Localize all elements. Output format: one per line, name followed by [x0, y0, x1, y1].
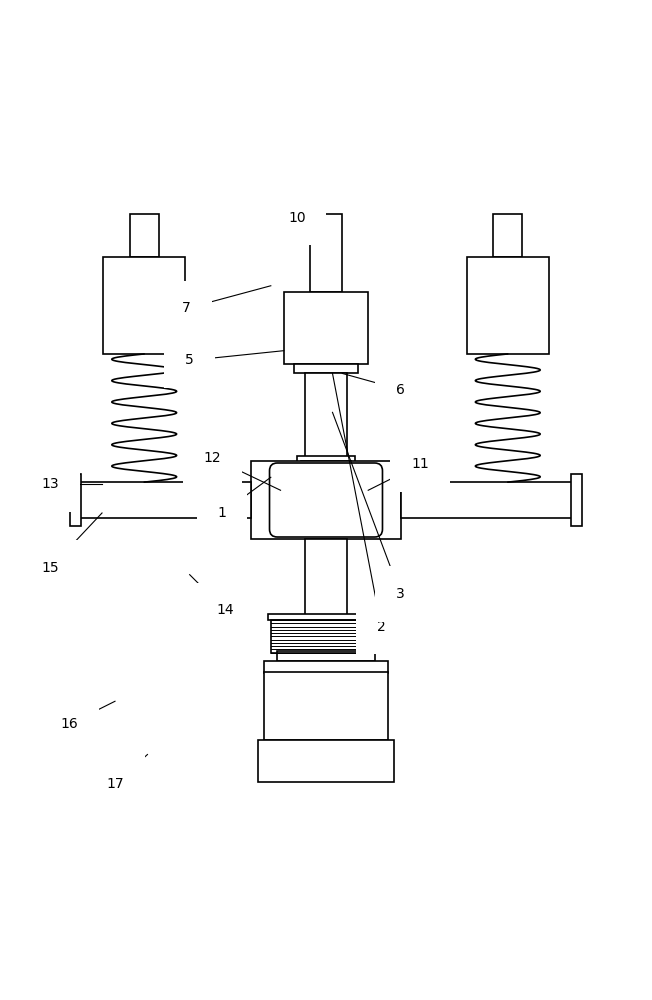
Bar — [297, 456, 355, 462]
Bar — [310, 214, 342, 292]
Text: 3: 3 — [396, 587, 405, 601]
Bar — [301, 461, 351, 469]
Text: 2: 2 — [377, 620, 385, 634]
Bar — [267, 614, 385, 620]
Bar — [70, 474, 82, 526]
Bar — [271, 620, 381, 653]
Bar — [103, 257, 185, 354]
Bar — [130, 214, 158, 257]
Bar — [304, 539, 348, 620]
Text: 7: 7 — [182, 301, 191, 315]
Text: 6: 6 — [396, 383, 405, 397]
Bar — [401, 482, 572, 518]
Text: 1: 1 — [218, 506, 226, 520]
Text: 16: 16 — [61, 717, 78, 731]
Bar — [293, 364, 359, 373]
Bar — [494, 214, 522, 257]
Bar — [304, 373, 348, 458]
Text: 11: 11 — [411, 457, 429, 471]
Bar — [80, 482, 251, 518]
Bar — [264, 672, 388, 740]
Bar — [264, 661, 388, 673]
Bar — [570, 474, 582, 526]
FancyBboxPatch shape — [269, 463, 383, 537]
Text: 15: 15 — [41, 561, 59, 575]
Bar — [251, 461, 401, 539]
Text: 12: 12 — [203, 451, 221, 465]
Bar — [258, 740, 394, 782]
Text: 14: 14 — [216, 603, 234, 617]
Text: 10: 10 — [288, 211, 306, 225]
Bar — [277, 651, 375, 661]
Text: 13: 13 — [41, 477, 59, 491]
Bar — [284, 292, 368, 364]
Text: 5: 5 — [185, 353, 194, 367]
Text: 17: 17 — [106, 777, 124, 791]
Bar — [467, 257, 549, 354]
